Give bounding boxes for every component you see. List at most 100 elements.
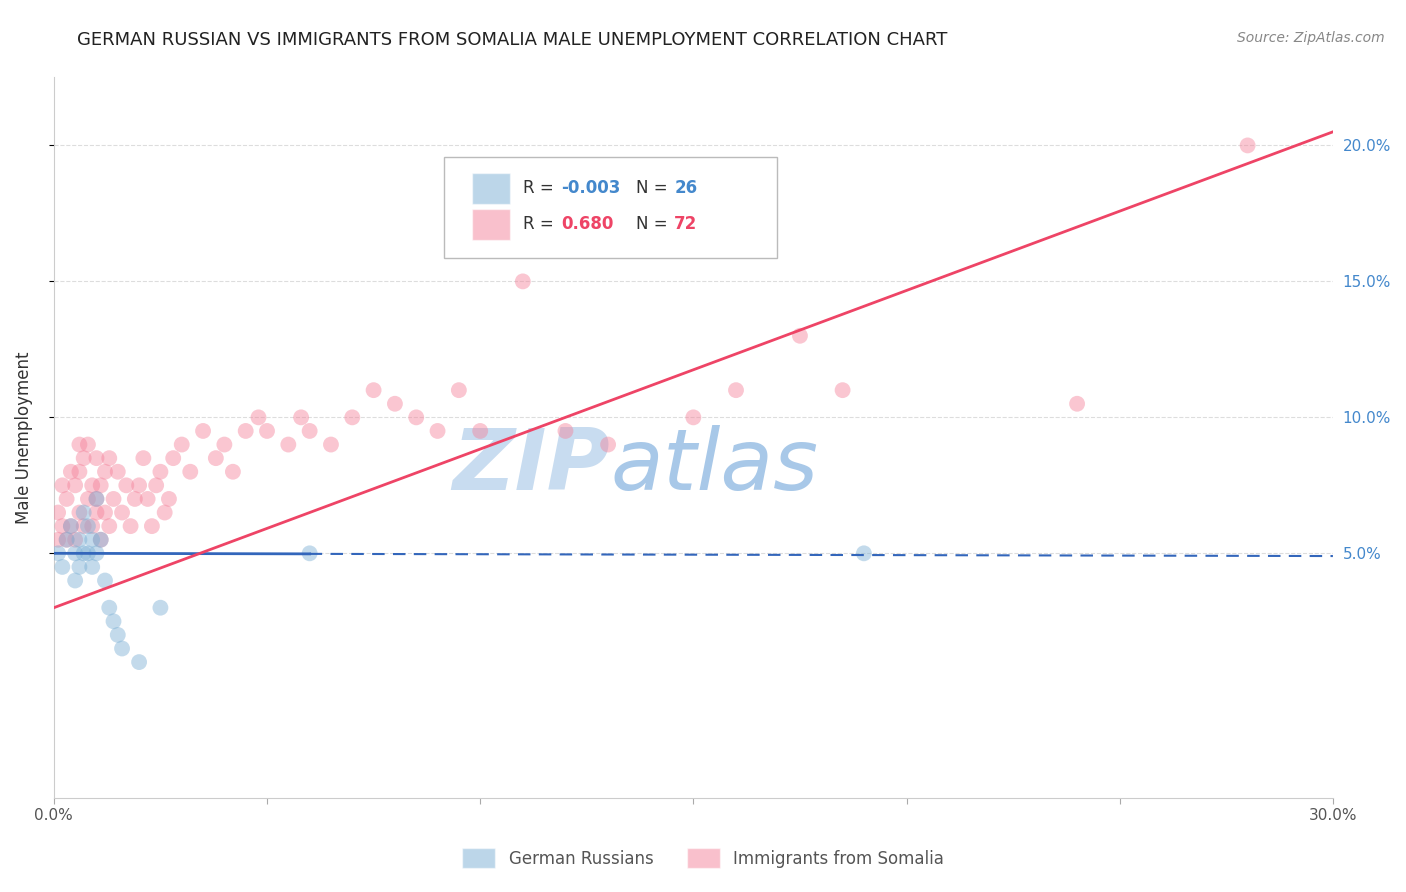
Point	[59, 519, 82, 533]
Text: N =: N =	[636, 216, 672, 234]
Point	[46, 546, 69, 560]
Point	[124, 491, 146, 506]
Point	[247, 410, 270, 425]
Point	[512, 274, 534, 288]
Point	[51, 519, 73, 533]
Point	[120, 519, 142, 533]
Point	[724, 383, 747, 397]
Point	[90, 533, 112, 547]
Point	[107, 465, 129, 479]
Point	[90, 533, 112, 547]
Point	[55, 533, 77, 547]
Point	[90, 478, 112, 492]
FancyBboxPatch shape	[472, 173, 510, 203]
Point	[94, 506, 117, 520]
Point	[77, 519, 100, 533]
Point	[149, 465, 172, 479]
Text: GERMAN RUSSIAN VS IMMIGRANTS FROM SOMALIA MALE UNEMPLOYMENT CORRELATION CHART: GERMAN RUSSIAN VS IMMIGRANTS FROM SOMALI…	[77, 31, 948, 49]
Point	[111, 506, 134, 520]
Point	[162, 451, 184, 466]
Point	[63, 546, 86, 560]
Point	[82, 533, 104, 547]
Point	[67, 465, 90, 479]
Point	[67, 533, 90, 547]
Point	[98, 600, 121, 615]
Point	[682, 410, 704, 425]
FancyBboxPatch shape	[472, 210, 510, 240]
Text: Source: ZipAtlas.com: Source: ZipAtlas.com	[1237, 31, 1385, 45]
Point	[103, 615, 125, 629]
Point	[214, 437, 236, 451]
Point	[51, 478, 73, 492]
Point	[73, 546, 96, 560]
Point	[67, 437, 90, 451]
Point	[86, 491, 108, 506]
Point	[115, 478, 138, 492]
Point	[86, 451, 108, 466]
Point	[98, 451, 121, 466]
Point	[132, 451, 155, 466]
Point	[222, 465, 245, 479]
Point	[103, 491, 125, 506]
Y-axis label: Male Unemployment: Male Unemployment	[15, 351, 32, 524]
Point	[1066, 397, 1088, 411]
Point	[111, 641, 134, 656]
Point	[426, 424, 449, 438]
Text: R =: R =	[523, 179, 560, 197]
Point	[55, 533, 77, 547]
Point	[447, 383, 470, 397]
Point	[277, 437, 299, 451]
Point	[77, 491, 100, 506]
Point	[82, 519, 104, 533]
Point	[179, 465, 201, 479]
Point	[94, 465, 117, 479]
Point	[145, 478, 167, 492]
Point	[235, 424, 257, 438]
Point	[141, 519, 163, 533]
Text: -0.003: -0.003	[561, 179, 621, 197]
Point	[128, 655, 150, 669]
Text: 72: 72	[675, 216, 697, 234]
Point	[136, 491, 159, 506]
Point	[98, 519, 121, 533]
Point	[157, 491, 180, 506]
Point	[67, 560, 90, 574]
Point	[63, 533, 86, 547]
Point	[73, 506, 96, 520]
Point	[128, 478, 150, 492]
Point	[554, 424, 576, 438]
Point	[363, 383, 385, 397]
Point	[86, 491, 108, 506]
Point	[46, 533, 69, 547]
Point	[298, 546, 321, 560]
Point	[149, 600, 172, 615]
Point	[405, 410, 427, 425]
Point	[94, 574, 117, 588]
Point	[63, 478, 86, 492]
Point	[51, 560, 73, 574]
Point	[470, 424, 492, 438]
Point	[46, 506, 69, 520]
Point	[170, 437, 193, 451]
Point	[319, 437, 342, 451]
Point	[298, 424, 321, 438]
Point	[86, 546, 108, 560]
Point	[384, 397, 406, 411]
Point	[1236, 138, 1258, 153]
Text: atlas: atlas	[610, 425, 818, 508]
Text: 0.680: 0.680	[561, 216, 614, 234]
Point	[107, 628, 129, 642]
Point	[191, 424, 214, 438]
Legend: German Russians, Immigrants from Somalia: German Russians, Immigrants from Somalia	[454, 839, 952, 877]
Point	[55, 491, 77, 506]
Point	[82, 560, 104, 574]
Point	[256, 424, 278, 438]
Point	[77, 546, 100, 560]
Point	[67, 506, 90, 520]
Text: R =: R =	[523, 216, 564, 234]
Point	[73, 451, 96, 466]
Text: ZIP: ZIP	[453, 425, 610, 508]
Point	[63, 574, 86, 588]
FancyBboxPatch shape	[444, 157, 776, 258]
Text: N =: N =	[636, 179, 672, 197]
